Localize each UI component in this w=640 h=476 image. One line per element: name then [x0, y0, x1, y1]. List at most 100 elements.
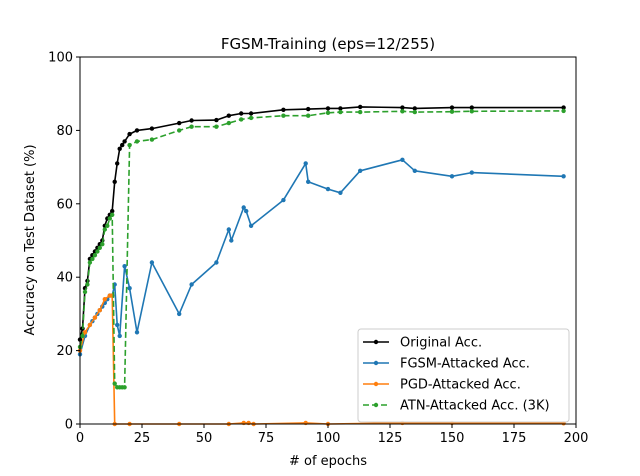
- data-point: [120, 142, 125, 148]
- data-point: [244, 208, 249, 214]
- data-point: [127, 286, 132, 291]
- legend-box: [357, 328, 570, 423]
- x-axis-label: # of epochs: [289, 454, 367, 469]
- data-point: [449, 174, 455, 179]
- data-point: [338, 190, 343, 195]
- data-point: [97, 245, 103, 250]
- data-point: [112, 381, 117, 386]
- x-tick-label: 125: [378, 431, 403, 446]
- data-point: [449, 109, 455, 114]
- data-point: [241, 205, 246, 210]
- data-point: [226, 120, 231, 126]
- data-point: [325, 106, 331, 111]
- data-point: [325, 186, 331, 192]
- data-point: [102, 297, 108, 302]
- y-tick-label: 100: [48, 51, 73, 66]
- data-point: [239, 117, 244, 122]
- data-point: [87, 322, 93, 328]
- data-point: [306, 106, 311, 112]
- data-point: [358, 104, 363, 110]
- y-tick-label: 0: [65, 418, 73, 433]
- data-point: [412, 109, 417, 115]
- data-point: [122, 139, 127, 144]
- data-point: [127, 142, 132, 148]
- legend-marker: [373, 360, 379, 366]
- x-axis-ticks: 0 25 50 75 100 125 150 175 200: [76, 424, 589, 446]
- data-point: [338, 106, 343, 111]
- y-tick-label: 80: [56, 124, 73, 139]
- data-point: [82, 289, 88, 295]
- x-tick-label: 200: [564, 431, 589, 446]
- legend-item: ATN-Attacked Acc. (3K): [363, 399, 550, 414]
- y-axis-label: Accuracy on Test Dataset (%): [23, 144, 38, 335]
- data-point: [117, 333, 122, 339]
- data-point: [85, 282, 90, 287]
- legend-item: FGSM-Attacked Acc.: [363, 357, 530, 372]
- data-point: [149, 126, 155, 131]
- data-point: [239, 111, 244, 116]
- data-point: [561, 174, 566, 179]
- data-point: [110, 208, 115, 214]
- data-point: [358, 109, 363, 115]
- data-point: [400, 105, 405, 110]
- data-point: [90, 256, 95, 262]
- data-point: [177, 120, 182, 126]
- data-point: [92, 253, 98, 258]
- data-point: [115, 161, 120, 166]
- data-point: [110, 212, 115, 217]
- x-tick-label: 150: [440, 431, 465, 446]
- data-point: [189, 118, 194, 123]
- legend-label: Original Acc.: [400, 336, 482, 351]
- data-point: [214, 260, 219, 265]
- data-point: [112, 179, 117, 184]
- data-point: [134, 139, 140, 144]
- data-point: [303, 161, 308, 166]
- data-point: [248, 223, 254, 228]
- data-point: [149, 137, 155, 142]
- data-point: [117, 146, 122, 151]
- data-point: [226, 113, 231, 118]
- data-point: [100, 242, 105, 247]
- data-point: [469, 170, 474, 175]
- data-point: [281, 107, 286, 113]
- data-point: [177, 311, 182, 317]
- data-point: [149, 260, 155, 265]
- x-tick-label: 100: [316, 431, 341, 446]
- data-point: [281, 113, 286, 118]
- data-point: [107, 216, 113, 221]
- data-point: [338, 109, 343, 115]
- y-tick-label: 40: [56, 271, 73, 286]
- data-point: [214, 124, 219, 129]
- data-point: [449, 105, 455, 110]
- legend-item: PGD-Attacked Acc.: [363, 378, 521, 393]
- data-point: [92, 315, 98, 320]
- data-point: [122, 264, 127, 269]
- data-point: [469, 109, 474, 114]
- legend-item: Original Acc.: [363, 336, 482, 351]
- legend-label: ATN-Attacked Acc. (3K): [400, 399, 550, 414]
- x-tick-label: 0: [76, 431, 84, 446]
- legend-marker: [373, 339, 379, 345]
- data-point: [469, 105, 474, 110]
- legend-label: PGD-Attacked Acc.: [400, 378, 521, 393]
- chart-title: FGSM-Training (eps=12/255): [221, 35, 435, 53]
- data-point: [134, 330, 140, 335]
- data-point: [248, 115, 254, 121]
- series-4: [77, 108, 566, 390]
- data-point: [127, 131, 132, 137]
- legend-marker: [373, 381, 379, 387]
- data-point: [87, 260, 93, 265]
- data-point: [97, 308, 103, 313]
- data-point: [122, 385, 127, 390]
- y-axis-ticks: 0 20 40 60 80 100: [48, 51, 80, 433]
- x-tick-label: 25: [134, 431, 151, 446]
- data-point: [189, 124, 194, 129]
- legend-marker: [373, 402, 379, 408]
- data-point: [306, 113, 311, 118]
- data-point: [281, 197, 286, 203]
- legend: Original Acc. FGSM-Attacked Acc. PGD-Attac…: [357, 328, 570, 423]
- x-tick-label: 75: [258, 431, 275, 446]
- data-point: [214, 117, 219, 123]
- data-point: [177, 128, 182, 133]
